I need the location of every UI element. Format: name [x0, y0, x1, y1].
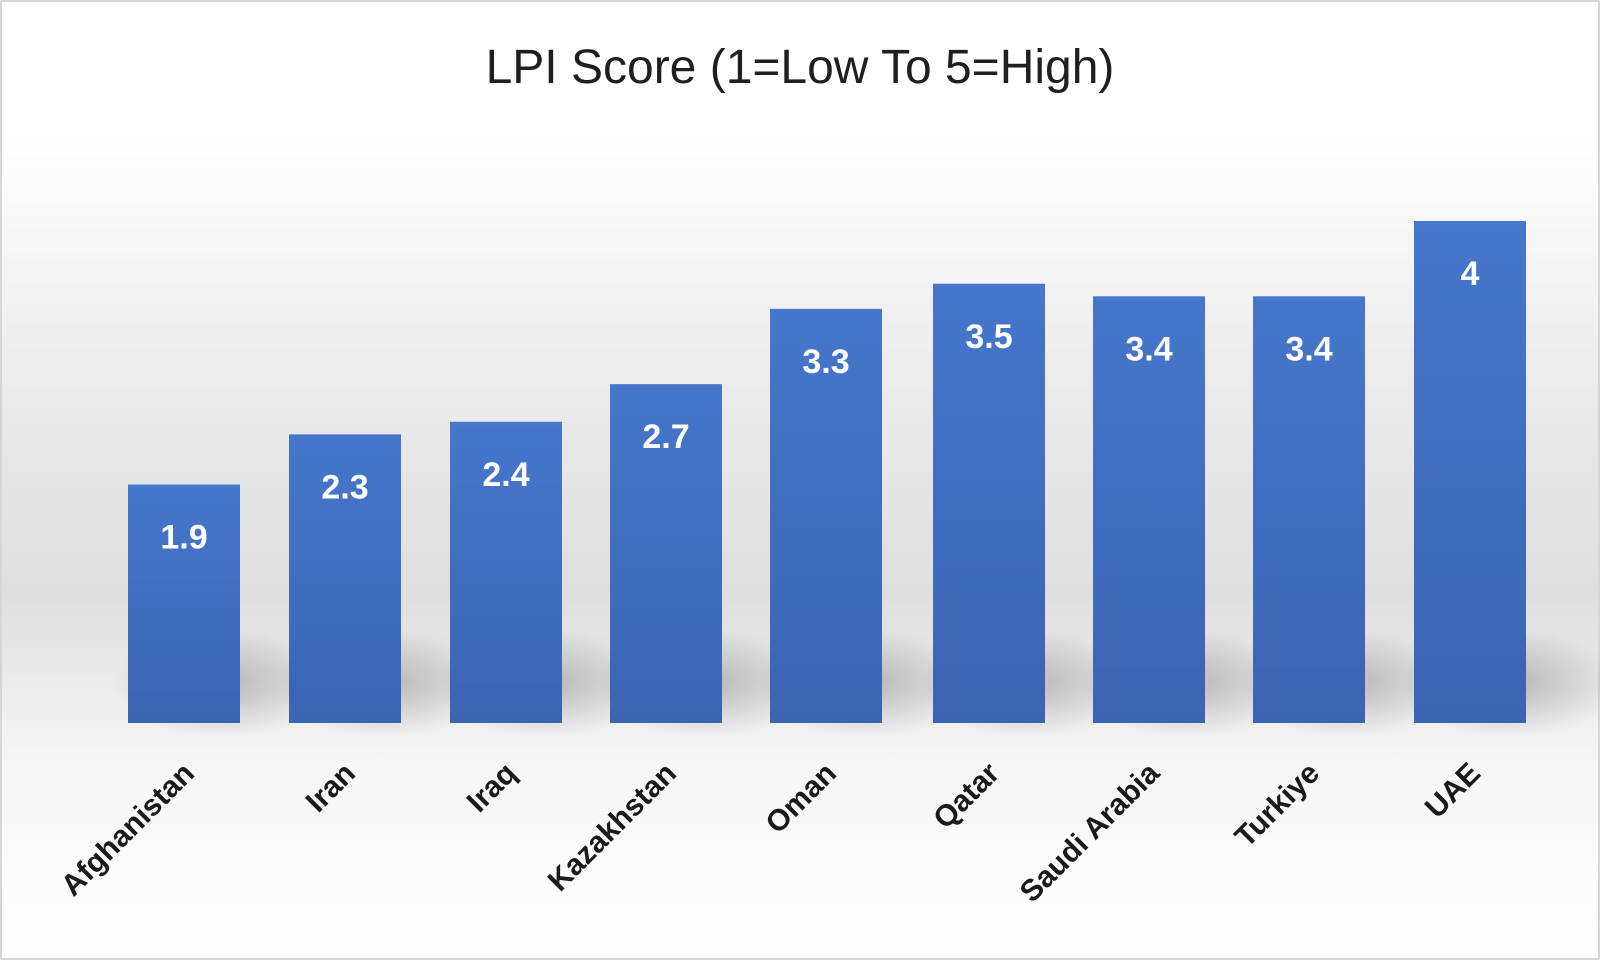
- bar-oman: [770, 308, 882, 723]
- data-label: 3.5: [965, 318, 1012, 356]
- bar-saudi-arabia: [1093, 296, 1205, 723]
- category-label: Iraq: [461, 757, 523, 819]
- data-label: 4: [1461, 255, 1480, 293]
- data-label: 2.4: [482, 456, 529, 494]
- category-label: UAE: [1419, 757, 1487, 825]
- category-label: Iran: [300, 757, 362, 819]
- bar-iran: [289, 434, 401, 723]
- data-label: 3.3: [802, 343, 849, 381]
- bar-qatar: [933, 283, 1045, 723]
- bar-turkiye: [1253, 296, 1365, 723]
- bar-uae: [1414, 221, 1526, 723]
- bar-kazakhstan: [610, 384, 722, 723]
- category-label: Afghanistan: [55, 757, 201, 903]
- data-label: 3.4: [1125, 330, 1172, 368]
- category-label: Qatar: [927, 756, 1006, 835]
- data-label: 3.4: [1285, 330, 1332, 368]
- category-label: Turkiye: [1229, 757, 1326, 854]
- category-label: Saudi Arabia: [1014, 756, 1166, 908]
- data-label: 1.9: [160, 519, 207, 557]
- bar-iraq: [450, 421, 562, 723]
- bar-afghanistan: [128, 484, 240, 723]
- data-label: 2.7: [642, 418, 689, 456]
- category-label: Kazakhstan: [542, 757, 683, 898]
- chart-title: LPI Score (1=Low To 5=High): [485, 41, 1115, 94]
- category-label: Oman: [759, 757, 842, 840]
- data-label: 2.3: [321, 468, 368, 506]
